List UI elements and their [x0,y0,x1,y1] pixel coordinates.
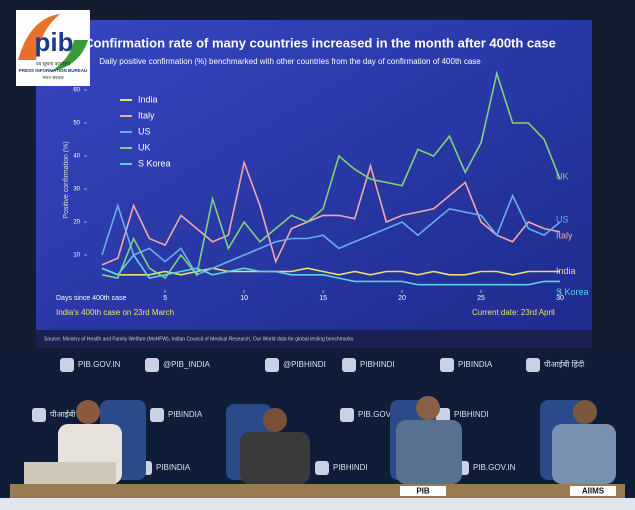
series-end-label: UK [556,171,569,181]
series-end-label: US [556,214,569,224]
legend-label: Italy [138,110,155,120]
backdrop-label: PIBINDIA [458,360,493,369]
person-head [76,400,100,424]
nameplate-text: AIIMS [582,487,605,496]
y-tick-label: 60 [73,88,80,94]
backdrop-label: PIBHINDI [333,463,368,472]
source: Source: Ministry of Health and Family We… [44,336,354,342]
backdrop-label: @PIB_INDIA [163,360,210,369]
backdrop-label: PIBHINDI [360,360,395,369]
series-end-label: Italy [556,230,573,240]
backdrop-icon [440,358,454,372]
nameplate [400,486,446,496]
backdrop-label: पीआईबी हिंदी [50,409,91,419]
backdrop-label: PIBHINDI [454,410,489,419]
series-end-label: S Korea [556,287,589,297]
backdrop-label: पीआईबी हिंदी [544,359,585,369]
series-line [101,159,561,266]
backdrop-label: PIBINDIA [156,463,191,472]
backdrop-icon [436,408,450,422]
person-head [263,408,287,432]
legend-label: India [138,94,158,104]
backdrop-label: PIB.GOV.IN [473,463,516,472]
x-axis-label: Days since 400th case [56,295,127,302]
x-tick-label: 5 [163,295,167,302]
x-tick-label: 25 [477,295,485,302]
backdrop-icon [340,408,354,422]
person [240,432,310,484]
y-tick-label: 40 [73,154,80,160]
x-tick-label: 15 [319,295,327,302]
y-tick-label: 30 [73,187,80,193]
series-end-label: India [556,266,576,276]
logo-text: PRESS INFORMATION BUREAU [19,68,87,73]
x-tick-label: 10 [240,295,248,302]
y-axis-label: Positive confirmation (%) [63,141,70,218]
backdrop-icon [342,358,356,372]
backdrop-label: PIBINDIA [168,410,203,419]
logo-text: भारत सरकार [42,75,63,80]
logo-text: पत्र सूचना कार्यालय [36,60,71,67]
backdrop-icon [265,358,279,372]
bottom-bar [0,498,635,510]
backdrop-icon [526,358,540,372]
person-head [573,400,597,424]
backdrop-icon [60,358,74,372]
series-line [101,193,561,276]
nameplate-text: PIB [416,487,430,496]
person-head [416,396,440,420]
backdrop-icon [32,408,46,422]
series-line [101,253,560,286]
backdrop-label: PIB.GOV.IN [78,360,121,369]
series-line [101,70,561,280]
x-tick-label: 20 [398,295,406,302]
table [10,484,625,498]
backdrop-icon [150,408,164,422]
backdrop-label: @PIBHINDI [283,360,326,369]
backdrop-icon [145,358,159,372]
legend-label: S Korea [138,158,171,168]
y-tick-label: 10 [73,253,80,259]
backdrop-icon [315,461,329,475]
person [396,420,462,484]
annotation: India's 400th case on 23rd March [56,308,174,317]
logo-mark: pib [35,27,74,57]
chart-title: Confirmation rate of many countries incr… [84,35,556,50]
logo-swoosh [50,40,88,72]
nameplate [570,486,616,496]
screen [36,20,592,348]
logo-swoosh [18,14,60,60]
source-bar [36,330,592,348]
chart-subtitle: Daily positive confirmation (%) benchmar… [99,57,481,66]
y-tick-label: 20 [73,220,80,226]
x-tick-label: 30 [556,295,564,302]
legend-label: UK [138,142,151,152]
backdrop-label: PIB.GOV.IN [358,410,401,419]
series-line [101,267,560,276]
panel: PIB AIIMS [0,396,635,510]
annotation: Current date: 23rd April [472,308,555,317]
person [552,424,616,484]
y-tick-label: 50 [73,121,80,127]
laptop [24,462,116,486]
legend-label: US [138,126,151,136]
